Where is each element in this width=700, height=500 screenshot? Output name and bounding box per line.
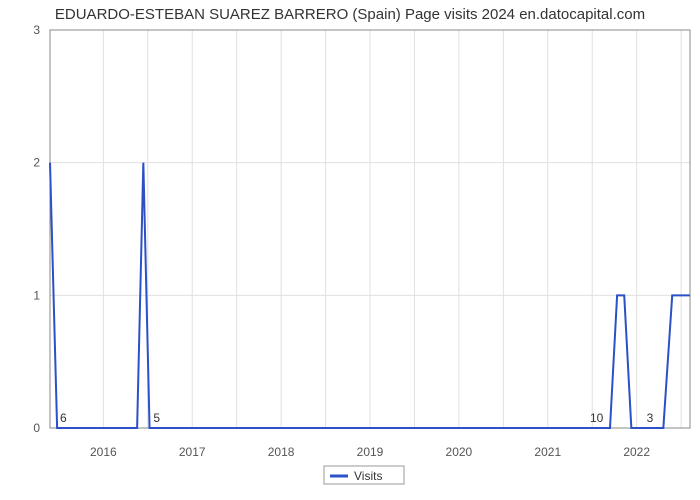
y-tick-label: 3 <box>33 23 40 37</box>
y-tick-label: 0 <box>33 421 40 435</box>
count-label: 3 <box>647 411 654 425</box>
y-tick-label: 1 <box>33 288 40 302</box>
x-tick-label: 2021 <box>534 445 561 459</box>
y-tick-label: 2 <box>33 156 40 170</box>
chart-svg: 0 1 2 3 2016 2017 2018 2019 2020 2021 2022 6 5 10 3 Vis… <box>0 0 700 500</box>
count-label: 6 <box>60 411 67 425</box>
legend-label: Visits <box>354 469 382 483</box>
x-tick-label: 2022 <box>623 445 650 459</box>
x-tick-label: 2018 <box>268 445 295 459</box>
x-tick-label: 2019 <box>357 445 384 459</box>
count-label: 5 <box>153 411 160 425</box>
x-tick-label: 2016 <box>90 445 117 459</box>
count-label: 10 <box>590 411 604 425</box>
visits-chart: EDUARDO-ESTEBAN SUAREZ BARRERO (Spain) P… <box>0 0 700 500</box>
x-tick-label: 2017 <box>179 445 206 459</box>
x-tick-label: 2020 <box>446 445 473 459</box>
